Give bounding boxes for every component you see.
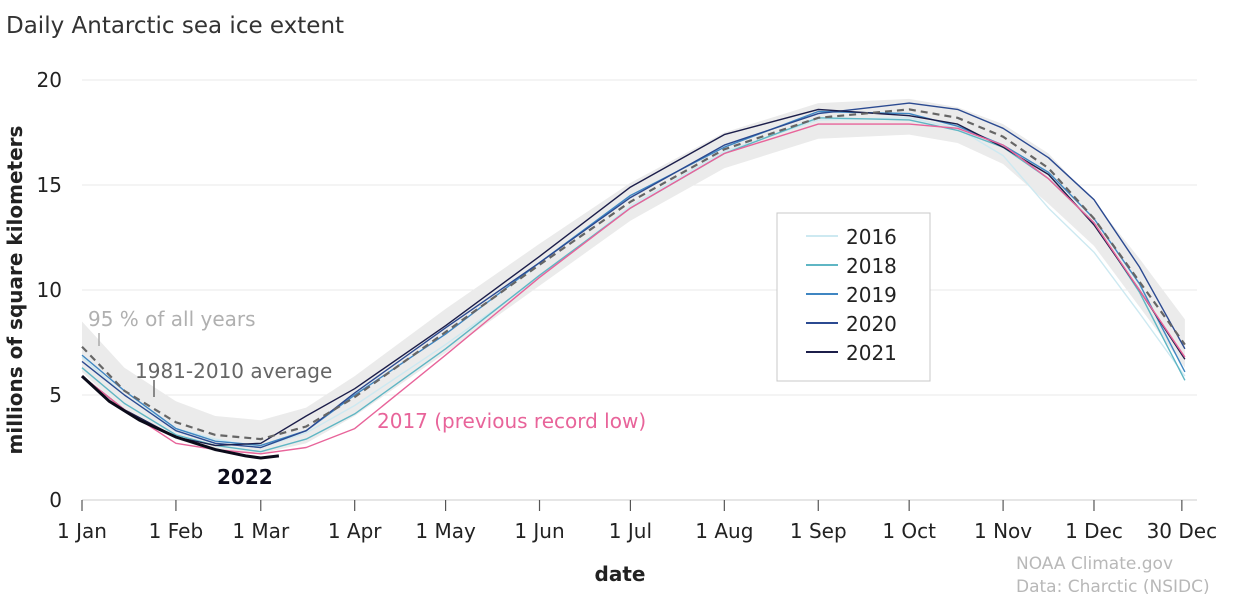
y-tick-label: 0: [49, 488, 62, 512]
average-line: [81, 108, 1186, 441]
record-low-label: 2017 (previous record low): [377, 409, 646, 433]
average-label: 1981-2010 average: [135, 359, 332, 383]
annotations: 95 % of all years 1981-2010 average 2017…: [88, 307, 646, 489]
x-tick-label: 1 Jun: [514, 519, 564, 543]
series-line-2022: [80, 374, 280, 460]
y-axis-ticks: 0 5 10 15 20: [37, 68, 62, 512]
y-tick-label: 10: [37, 278, 62, 302]
x-tick-label: 1 Oct: [882, 519, 936, 543]
series-line-2021: [81, 108, 1186, 447]
current-year-line: [80, 374, 280, 460]
series-line-2019: [81, 110, 1186, 447]
y-axis-label: millions of square kilometers: [3, 126, 27, 455]
series-line-2016: [81, 117, 1186, 449]
legend: 2016 2018 2019 2020 2021: [776, 212, 931, 382]
average-dashed-line: [81, 108, 1186, 441]
x-tick-label: 1 Mar: [232, 519, 290, 543]
current-year-label: 2022: [217, 465, 273, 489]
credit-data: Data: Charctic (NSIDC): [1016, 577, 1210, 597]
legend-label-2020: 2020: [846, 312, 897, 336]
credit-source: NOAA Climate.gov: [1016, 554, 1173, 574]
series-line-2020: [81, 102, 1186, 449]
y-tick-label: 15: [37, 173, 62, 197]
x-tick-label: 1 May: [415, 519, 476, 543]
y-tick-label: 20: [37, 68, 62, 92]
x-tick-label: 1 Dec: [1065, 519, 1123, 543]
band-label: 95 % of all years: [88, 307, 256, 331]
legend-label-2016: 2016: [846, 225, 897, 249]
chart-title: Daily Antarctic sea ice extent: [6, 13, 344, 39]
band-95-percent: [82, 98, 1185, 454]
legend-label-2019: 2019: [846, 283, 897, 307]
x-axis: 1 Jan 1 Feb 1 Mar 1 Apr 1 May 1 Jun 1 Jul 1 Aug…: [57, 499, 1218, 543]
legend-label-2021: 2021: [846, 341, 897, 365]
x-tick-label: 1 Jul: [609, 519, 652, 543]
x-axis-label: date: [595, 562, 646, 586]
legend-box: [776, 212, 931, 382]
x-tick-label: 1 Sep: [790, 519, 847, 543]
y-tick-label: 5: [49, 383, 62, 407]
x-tick-label: 1 Nov: [974, 519, 1032, 543]
legend-label-2018: 2018: [846, 254, 897, 278]
x-tick-label: 1 Jan: [57, 519, 107, 543]
x-tick-label: 1 Apr: [328, 519, 382, 543]
x-tick-label: 1 Feb: [149, 519, 204, 543]
x-tick-label: 1 Aug: [695, 519, 753, 543]
series-lines: [81, 102, 1186, 455]
band-95-area: [82, 98, 1185, 454]
x-tick-label: 30 Dec: [1147, 519, 1218, 543]
